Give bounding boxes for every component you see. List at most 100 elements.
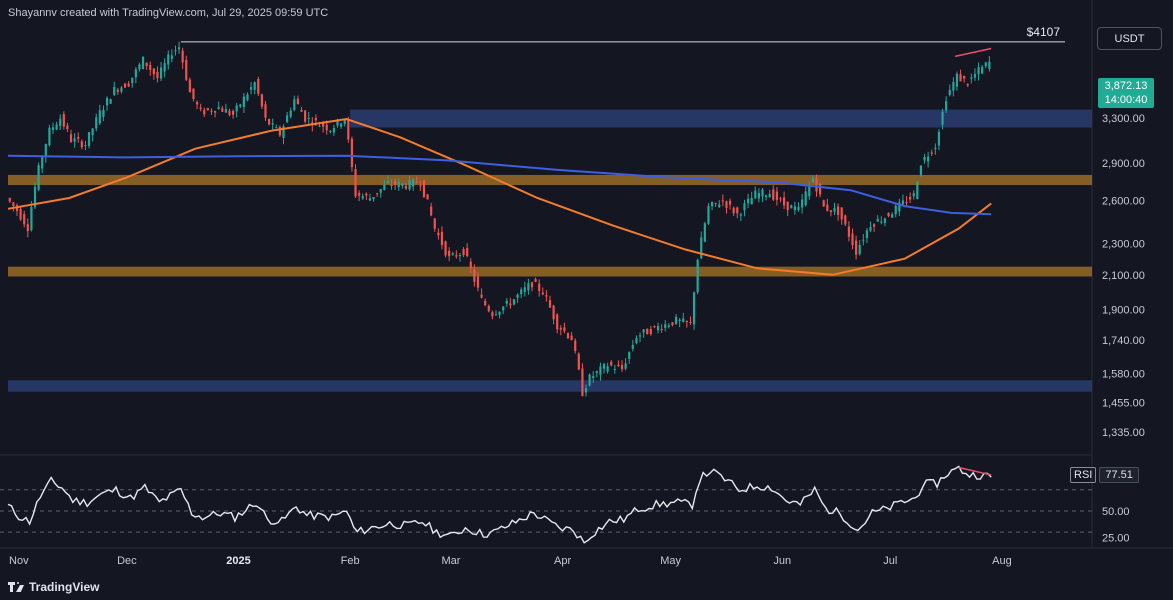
candle-body — [523, 287, 526, 293]
candle-body — [149, 64, 152, 71]
candle-body — [674, 316, 678, 324]
blue-zone — [8, 380, 1092, 392]
candle-body — [448, 250, 451, 257]
candle-body — [433, 218, 436, 229]
price-tick-label: 1,740.00 — [1102, 335, 1145, 347]
candle-body — [909, 196, 912, 200]
candle-body — [401, 183, 404, 186]
candle-body — [689, 322, 692, 324]
candle-body — [840, 207, 843, 220]
price-tick-label: 2,900.00 — [1102, 158, 1145, 170]
candle-body — [736, 207, 739, 214]
currency-selector[interactable]: USDT — [1097, 27, 1162, 50]
candle-body — [221, 108, 224, 112]
candle-body — [530, 282, 534, 288]
candle-body — [228, 110, 231, 115]
candle-body — [937, 131, 941, 146]
candle-body — [152, 68, 155, 75]
candle-body — [516, 294, 519, 298]
candle-body — [764, 195, 768, 198]
candle-body — [203, 109, 206, 115]
candle-body — [851, 233, 854, 246]
candle-body — [365, 193, 368, 196]
candle-body — [901, 200, 905, 205]
candle-body — [120, 87, 123, 92]
price-tick-label: 2,300.00 — [1102, 238, 1145, 250]
candle-body — [484, 300, 487, 306]
candle-body — [210, 110, 213, 112]
candle-body — [422, 179, 426, 197]
candle-body — [293, 99, 296, 110]
candle-body — [552, 305, 555, 320]
candle-body — [33, 186, 37, 208]
candle-body — [826, 204, 829, 211]
candle-body — [84, 145, 87, 147]
candle-body — [732, 207, 735, 214]
candle-body — [682, 318, 685, 322]
candle-body — [451, 253, 454, 255]
candle-body — [642, 329, 645, 333]
candle-body — [167, 54, 170, 65]
candle-body — [286, 115, 289, 123]
candle-body — [444, 241, 447, 256]
candle-body — [505, 300, 508, 304]
time-tick-label: Aug — [992, 555, 1012, 567]
candle-body — [379, 188, 382, 193]
candle-body — [527, 283, 530, 291]
candle-body — [775, 191, 778, 200]
candle-body — [973, 74, 977, 78]
candle-body — [131, 77, 134, 84]
candle-body — [289, 110, 292, 117]
candle-body — [48, 127, 51, 146]
candle-body — [296, 98, 300, 105]
candle-body — [790, 205, 793, 209]
candle-body — [73, 138, 76, 142]
candle-body — [476, 276, 480, 288]
candle-body — [606, 366, 609, 372]
candle-body — [815, 178, 818, 192]
candle-body — [437, 232, 440, 236]
candle-body — [624, 363, 627, 369]
candle-body — [916, 181, 919, 200]
candle-body — [163, 63, 166, 72]
candle-body — [41, 157, 44, 169]
candle-body — [282, 126, 285, 138]
candle-body — [509, 303, 512, 306]
candle-body — [322, 122, 325, 127]
candle-body — [415, 181, 418, 184]
candle-body — [725, 201, 728, 208]
candle-body — [12, 202, 15, 207]
tradingview-logo[interactable]: TradingView — [8, 580, 99, 594]
candle-body — [941, 111, 944, 125]
candle-body — [664, 324, 667, 329]
candle-body — [883, 218, 887, 223]
price-tick-label: 1,900.00 — [1102, 305, 1145, 317]
candle-body — [610, 361, 613, 366]
candle-body — [77, 137, 80, 139]
candle-body — [581, 368, 584, 396]
candle-body — [919, 165, 923, 176]
candle-body — [721, 200, 724, 202]
candle-body — [927, 156, 930, 162]
candle-body — [181, 50, 184, 63]
candle-body — [847, 226, 851, 237]
candle-body — [80, 141, 83, 148]
candle-body — [865, 230, 869, 239]
candle-body — [332, 127, 336, 133]
candle-body — [811, 177, 814, 183]
candle-body — [538, 283, 541, 291]
candle-body — [257, 78, 260, 94]
candle-body — [318, 125, 321, 127]
candle-body — [887, 213, 890, 217]
candle-body — [678, 319, 681, 321]
candle-body — [170, 55, 173, 59]
candle-body — [116, 89, 119, 92]
candle-body — [386, 181, 390, 183]
candle-body — [358, 193, 361, 196]
candle-body — [242, 96, 245, 107]
candle-body — [620, 365, 624, 370]
candle-body — [768, 194, 771, 198]
candle-body — [728, 200, 732, 205]
time-tick-label: Mar — [441, 555, 460, 567]
